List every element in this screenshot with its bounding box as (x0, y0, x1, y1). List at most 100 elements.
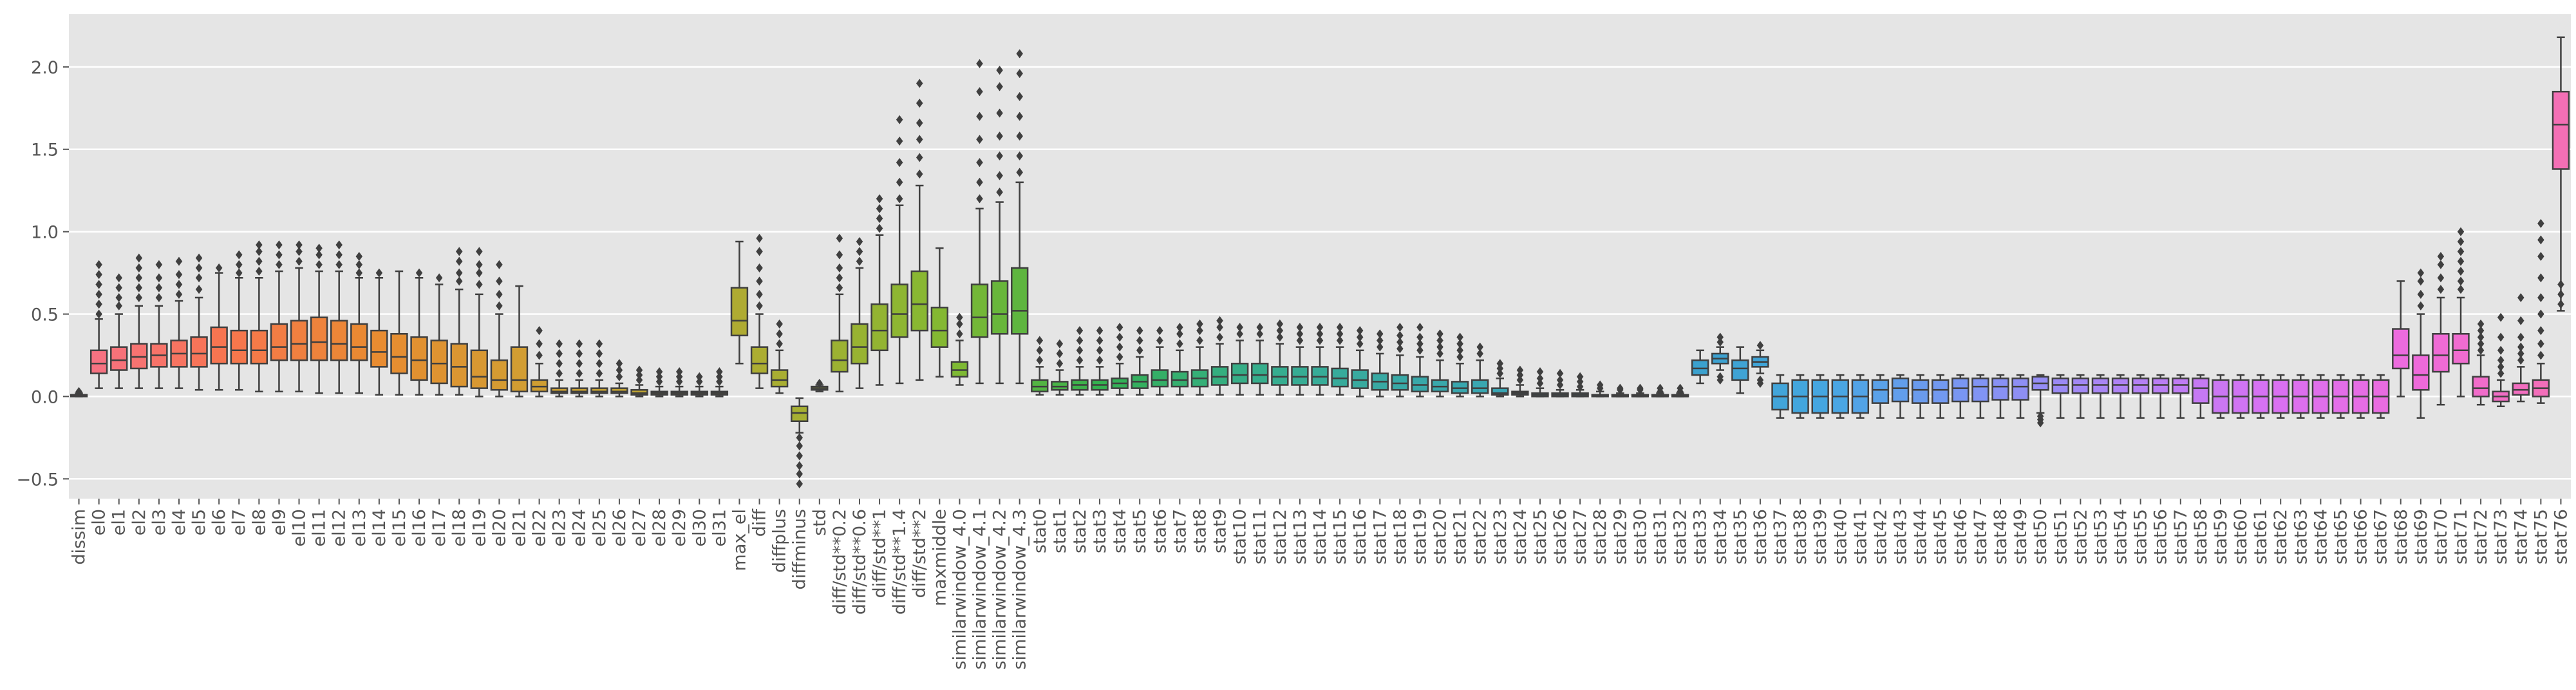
box-stat48 (1991, 374, 2009, 419)
box-stat1 (1051, 339, 1069, 396)
outlier-point (1176, 322, 1183, 332)
outlier-point (175, 270, 183, 280)
x-tick-label: stat66 (2351, 509, 2371, 564)
outlier-point (796, 451, 803, 461)
x-tick-label: stat21 (1451, 509, 1471, 564)
outlier-point (2517, 332, 2524, 342)
box-stat10 (1230, 322, 1249, 396)
x-tick-label: stat64 (2311, 509, 2331, 564)
outlier-point (1336, 329, 1344, 339)
box-stat28 (1591, 380, 1609, 398)
x-tick-label: stat46 (1951, 509, 1971, 564)
box-stat38 (1791, 374, 1809, 419)
box-el30 (690, 372, 708, 398)
outlier-point (976, 59, 983, 68)
box-stat56 (2152, 374, 2170, 419)
outlier-point (756, 289, 763, 299)
box-iqr (1151, 369, 1169, 388)
y-axis-ticks: −0.5 0.0 0.5 1.0 1.5 2.0 (16, 58, 69, 490)
outlier-point (2477, 332, 2485, 342)
outlier-point (916, 169, 923, 179)
outlier-point (576, 369, 583, 378)
outlier-point (1556, 369, 1564, 378)
outlier-point (2477, 345, 2485, 355)
outlier-point (996, 171, 1003, 180)
box-el15 (390, 270, 408, 396)
x-tick-label: stat70 (2431, 509, 2451, 564)
outlier-point (135, 273, 143, 283)
outlier-point (756, 276, 763, 286)
box-iqr (190, 336, 208, 368)
box-stat23 (1491, 359, 1509, 398)
box-iqr (110, 346, 128, 371)
box-iqr (330, 320, 348, 361)
outlier-point (756, 301, 763, 311)
x-tick-label: std (810, 509, 830, 536)
box-iqr (430, 340, 448, 385)
x-tick-label: stat63 (2291, 509, 2311, 564)
outlier-point (856, 247, 863, 256)
outlier-point (635, 370, 643, 380)
outlier-point (1576, 382, 1584, 392)
box-iqr (1731, 359, 1749, 381)
y-tick-label: 1.0 (31, 223, 59, 243)
box-iqr (970, 283, 989, 338)
box-stat42 (1871, 374, 1890, 419)
box-stat36 (1751, 341, 1769, 388)
box-stat73 (2492, 312, 2510, 408)
outlier-point (2557, 280, 2564, 289)
box-stat41 (1851, 374, 1870, 419)
box-el21 (510, 285, 529, 398)
outlier-point (1657, 383, 1664, 393)
outlier-point (1276, 319, 1284, 329)
outlier-point (1496, 359, 1504, 369)
outlier-point (836, 233, 843, 243)
x-tick-label: stat40 (1830, 509, 1850, 564)
outlier-point (256, 240, 263, 250)
box-stat68 (2392, 280, 2410, 398)
outlier-point (296, 256, 303, 266)
box-stat57 (2172, 374, 2190, 419)
box-iqr (2452, 332, 2470, 365)
box-iqr (490, 359, 509, 391)
outlier-point (415, 268, 423, 278)
outlier-point (776, 329, 783, 339)
x-tick-label: stat76 (2551, 509, 2571, 564)
outlier-point (1516, 370, 1524, 380)
x-tick-label: el27 (630, 509, 650, 546)
outlier-point (1176, 339, 1183, 349)
outlier-point (1756, 341, 1764, 350)
box-iqr (290, 320, 308, 361)
outlier-point (716, 367, 723, 377)
x-tick-label: stat52 (2071, 509, 2091, 564)
outlier-point (536, 339, 543, 349)
outlier-point (1556, 375, 1564, 385)
x-tick-label: similarwindow_4.1 (970, 509, 990, 669)
outlier-point (896, 194, 903, 204)
box-iqr (1971, 378, 1989, 403)
outlier-point (2517, 316, 2524, 325)
box-stat33 (1691, 349, 1709, 385)
outlier-point (296, 247, 303, 256)
x-tick-label: stat9 (1210, 509, 1230, 553)
x-tick-label: stat73 (2491, 509, 2511, 564)
outlier-point (2517, 342, 2524, 352)
outlier-point (2557, 289, 2564, 299)
x-tick-label: max_el (729, 509, 749, 571)
x-tick-label: stat17 (1370, 509, 1390, 564)
box-iqr (550, 387, 569, 394)
box-stat20 (1431, 329, 1449, 398)
outlier-point (1016, 151, 1023, 160)
outlier-point (635, 375, 643, 385)
outlier-point (1536, 378, 1544, 388)
x-tick-label: stat14 (1310, 509, 1330, 564)
outlier-point (315, 244, 323, 253)
box-iqr (910, 270, 928, 332)
box-iqr (1391, 374, 1409, 391)
box-diffplus (770, 319, 789, 394)
box-stat29 (1611, 383, 1630, 398)
box-stat26 (1551, 369, 1569, 398)
box-stat35 (1731, 346, 1749, 394)
outlier-point (256, 247, 263, 256)
box-iqr (470, 349, 488, 389)
